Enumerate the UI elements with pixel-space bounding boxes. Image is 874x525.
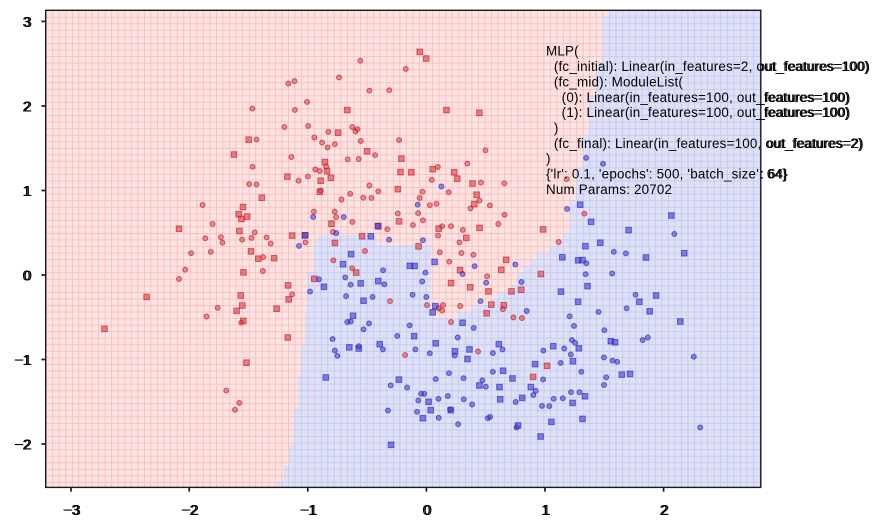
svg-text:2: 2 xyxy=(22,99,30,115)
svg-text:(0): Linear(in_features=100, o: (0): Linear(in_features=100, out_feature… xyxy=(546,90,849,105)
svg-text:(fc_initial): Linear(in_featur: (fc_initial): Linear(in_features=2, out_… xyxy=(547,59,870,74)
svg-text:MLP(: MLP( xyxy=(546,44,579,59)
svg-text:(fc_mid): ModuleList(: (fc_mid): ModuleList( xyxy=(546,74,683,89)
svg-text:−1: −1 xyxy=(299,503,316,519)
svg-text:1: 1 xyxy=(541,503,549,519)
svg-text:−3: −3 xyxy=(63,503,80,519)
svg-text:0: 0 xyxy=(422,503,430,519)
svg-text:−2: −2 xyxy=(14,437,31,453)
svg-text:(fc_final): Linear(in_features: (fc_final): Linear(in_features=100, out_… xyxy=(547,136,864,151)
svg-text:{'lr': 0.1, 'epochs': 500, 'ba: {'lr': 0.1, 'epochs': 500, 'batch_size':… xyxy=(546,167,787,182)
svg-text:Num Params: 20702: Num Params: 20702 xyxy=(546,182,672,197)
svg-text:(fc_initial): Linear(in_featur: (fc_initial): Linear(in_features=2, out_… xyxy=(546,59,869,74)
svg-text:): ) xyxy=(546,151,551,166)
svg-text:(1): Linear(in_features=100, o: (1): Linear(in_features=100, out_feature… xyxy=(546,105,849,120)
svg-text:2: 2 xyxy=(660,503,668,519)
svg-text:(0): Linear(in_features=100, o: (0): Linear(in_features=100, out_feature… xyxy=(547,90,850,105)
svg-text:{'lr': 0.1, 'epochs': 500, 'ba: {'lr': 0.1, 'epochs': 500, 'batch_size':… xyxy=(547,167,788,182)
svg-text:1: 1 xyxy=(22,184,30,200)
svg-text:−2: −2 xyxy=(181,503,198,519)
svg-text:3: 3 xyxy=(22,15,30,31)
svg-text:): ) xyxy=(546,120,559,135)
svg-text:(fc_final): Linear(in_features: (fc_final): Linear(in_features=100, out_… xyxy=(546,136,863,151)
svg-text:0: 0 xyxy=(22,268,30,284)
svg-text:(1): Linear(in_features=100, o: (1): Linear(in_features=100, out_feature… xyxy=(547,105,850,120)
svg-text:−1: −1 xyxy=(14,353,31,369)
